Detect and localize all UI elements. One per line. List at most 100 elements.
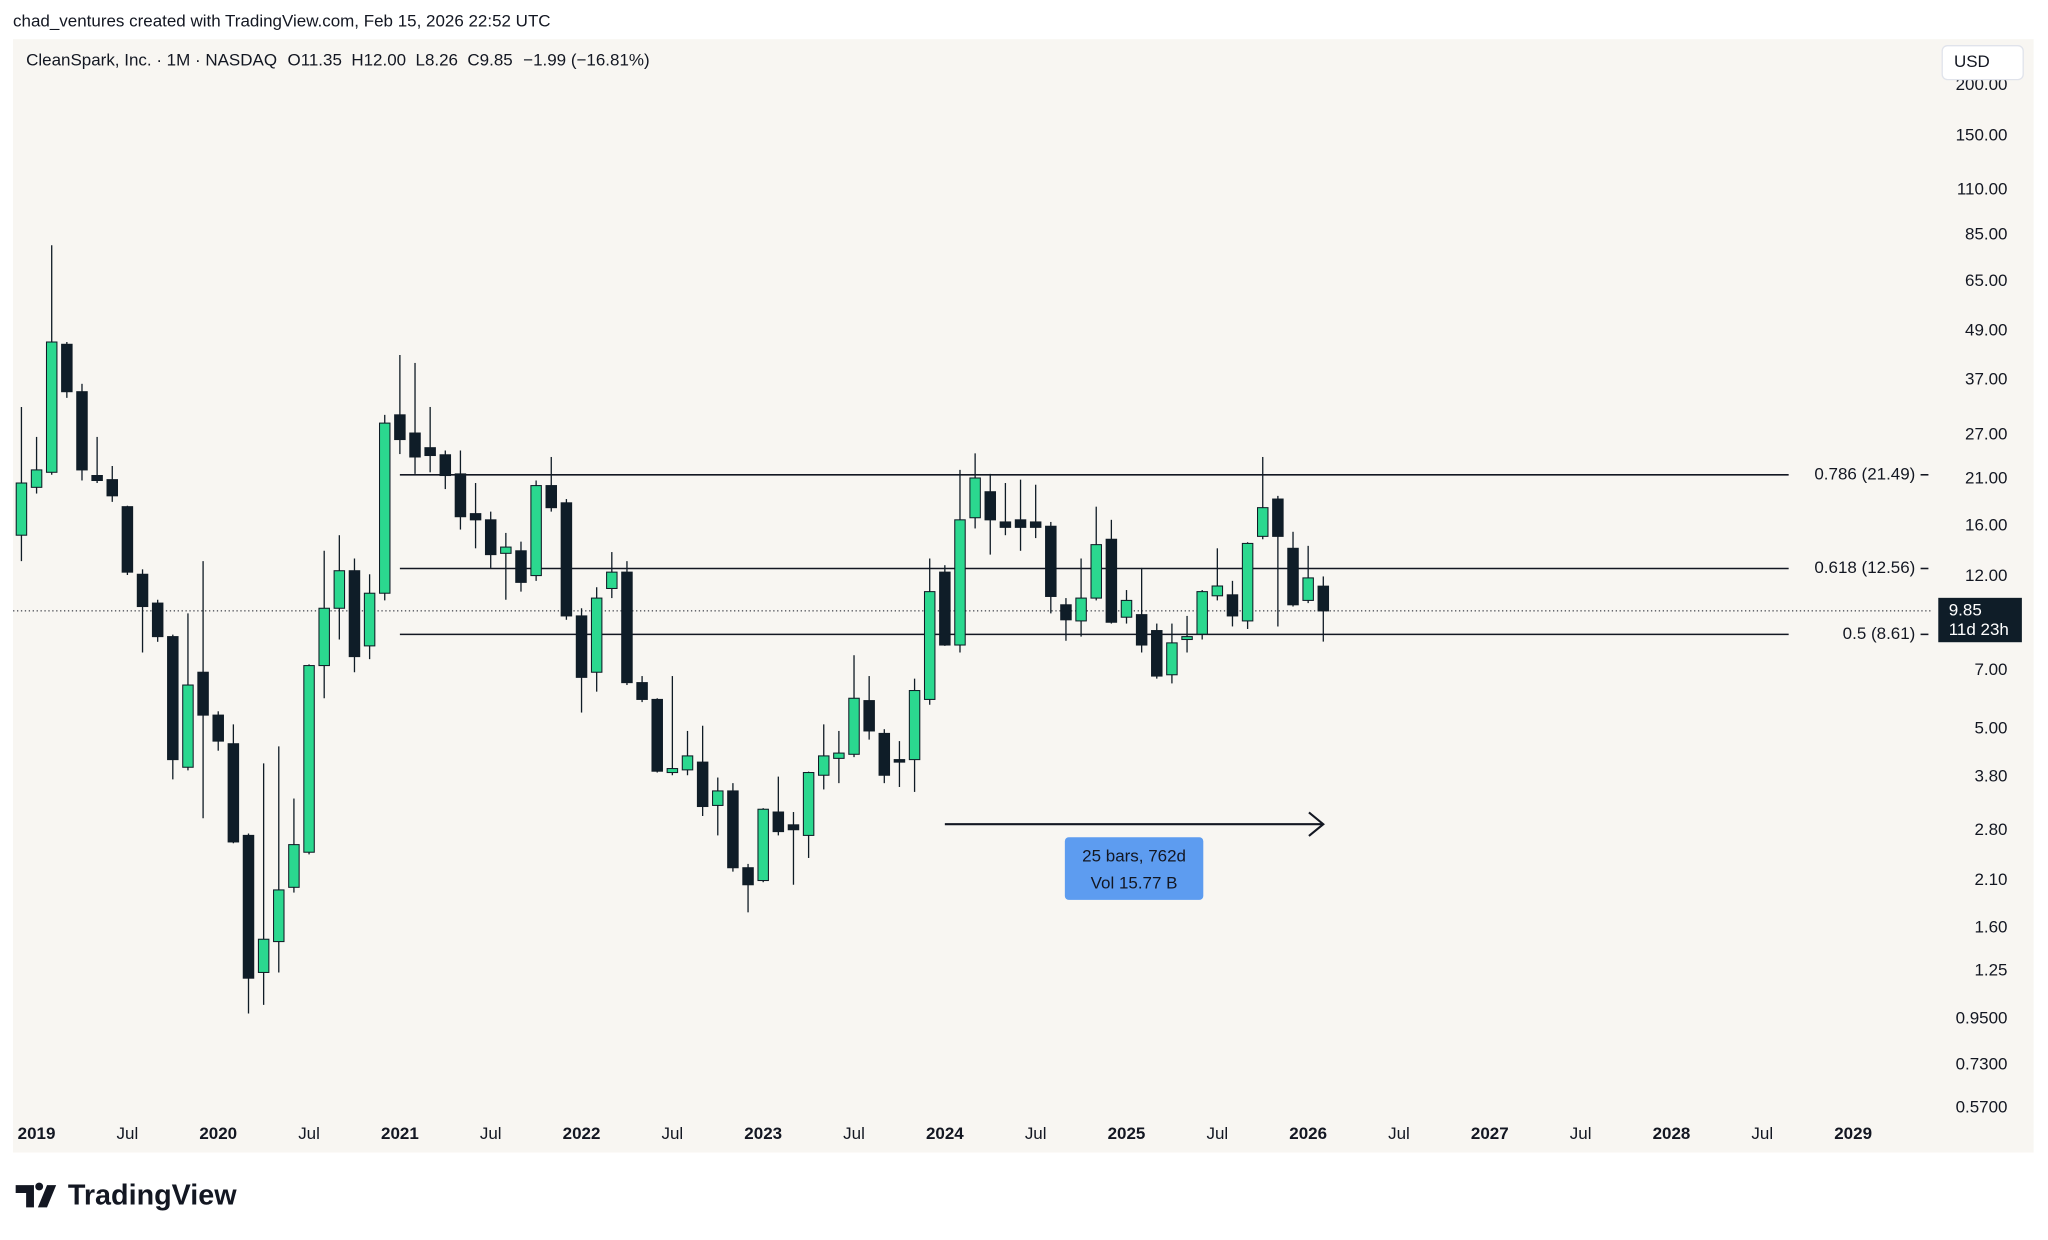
- candle-body: [45, 341, 58, 473]
- measure-box: [1064, 837, 1204, 900]
- measure-text: 25 bars, 762d: [1082, 846, 1186, 865]
- candle-body: [91, 474, 103, 482]
- x-tick-label: 2022: [563, 1124, 601, 1143]
- countdown: 11d 23h: [1949, 620, 2009, 639]
- candle-body: [1075, 597, 1087, 622]
- y-tick-label: 16.00: [1965, 516, 2007, 535]
- candle-body: [61, 343, 73, 393]
- currency: USD: [1954, 52, 1990, 71]
- candle-body: [1287, 547, 1299, 606]
- candle-body: [212, 714, 224, 742]
- candle-body: [151, 602, 164, 638]
- candle-body: [787, 824, 800, 831]
- candle-body: [545, 485, 558, 509]
- candle-body: [121, 506, 134, 573]
- x-tick-label: Jul: [843, 1124, 865, 1143]
- legend: CleanSpark, Inc. · 1M · NASDAQ O11.35 H12…: [26, 51, 650, 70]
- candle-body: [696, 761, 709, 808]
- candles: [15, 245, 1330, 1014]
- x-tick-label: Jul: [480, 1124, 502, 1143]
- y-tick-label: 49.00: [1965, 320, 2007, 339]
- legend-symbol: CleanSpark, Inc. · 1M · NASDAQ: [26, 51, 277, 70]
- measure-volume: Vol 15.77 B: [1091, 874, 1178, 893]
- candle-body: [954, 519, 966, 646]
- candle-body: [1151, 630, 1163, 677]
- candle-body: [1105, 538, 1118, 623]
- candle-body: [1045, 525, 1057, 597]
- candle-body: [878, 732, 891, 776]
- y-tick-label: 0.9500: [1956, 1008, 2008, 1027]
- candle-body: [378, 422, 391, 594]
- candle-body: [1181, 636, 1193, 641]
- y-tick-label: 150.00: [1956, 125, 2008, 144]
- x-tick-label: 2028: [1653, 1124, 1691, 1143]
- x-tick-label: 2020: [199, 1124, 237, 1143]
- candle-body: [242, 834, 255, 979]
- x-tick-label: Jul: [1025, 1124, 1047, 1143]
- candle-body: [469, 513, 482, 521]
- y-tick-label: 37.00: [1965, 369, 2007, 388]
- candle-body: [106, 479, 119, 497]
- y-tick-label: 21.00: [1965, 468, 2007, 487]
- candle-body: [424, 447, 436, 457]
- measure-arrowhead: [1308, 811, 1325, 837]
- candle-body: [727, 790, 739, 869]
- candle-body: [515, 550, 527, 583]
- candle-body: [817, 755, 830, 776]
- candle-body: [273, 889, 285, 943]
- brand: TradingView: [68, 1180, 237, 1212]
- x-tick-label: Jul: [1388, 1124, 1410, 1143]
- logo-icon: [15, 1182, 57, 1208]
- candle-body: [1060, 604, 1072, 621]
- candle-body: [288, 844, 300, 888]
- x-tick-label: Jul: [1751, 1124, 1773, 1143]
- candle-body: [1272, 498, 1284, 537]
- y-tick-label: 27.00: [1965, 424, 2007, 443]
- candle-body: [560, 502, 573, 617]
- candle-body: [318, 607, 330, 667]
- y-tick-label: 0.5700: [1956, 1098, 2008, 1117]
- candle-body: [939, 571, 951, 646]
- candle-body: [348, 570, 361, 658]
- x-tick-label: 2026: [1289, 1124, 1327, 1143]
- x-tick-label: Jul: [298, 1124, 320, 1143]
- y-tick-label: 5.00: [1974, 719, 2007, 738]
- candle-body: [303, 665, 315, 853]
- candle-body: [409, 432, 421, 458]
- fib-label: 0.786 (21.49): [1814, 464, 1915, 483]
- y-tick-label: 110.00: [1957, 179, 2008, 198]
- fib-label-bg: [1788, 623, 1920, 645]
- y-tick-label: 7.00: [1974, 660, 2007, 679]
- candle-body: [136, 573, 149, 608]
- currency-box: [1941, 45, 2024, 81]
- x-tick-label: Jul: [662, 1124, 684, 1143]
- candle-body: [757, 808, 769, 882]
- last-price-label: 9.85: [1949, 600, 1982, 619]
- y-tick-label: 2.10: [1974, 870, 2007, 889]
- candle-body: [484, 519, 497, 556]
- candle-body: [197, 671, 209, 716]
- candle-body: [848, 697, 860, 755]
- y-tick-label: 1.60: [1974, 917, 2007, 936]
- x-tick-label: 2023: [744, 1124, 782, 1143]
- candle-body: [1090, 544, 1102, 599]
- x-tick-label: 2019: [18, 1124, 56, 1143]
- candle-body: [1196, 591, 1208, 635]
- candle-body: [1256, 507, 1269, 537]
- candle-body: [1029, 521, 1042, 528]
- candle-body: [227, 743, 240, 843]
- candle-body: [394, 414, 406, 441]
- candle-body: [984, 491, 997, 521]
- candle-body: [742, 867, 754, 886]
- attribution: chad_ventures created with TradingView.c…: [13, 12, 551, 31]
- candle-body: [15, 482, 28, 536]
- brand-logo: TradingView: [15, 1180, 237, 1212]
- x-tick-label: Jul: [1570, 1124, 1592, 1143]
- candle-body: [30, 469, 43, 488]
- candle-body: [182, 684, 194, 768]
- x-tick-label: 2029: [1834, 1124, 1872, 1143]
- y-tick-label: 0.7300: [1956, 1054, 2008, 1073]
- fib-label-bg: [1788, 464, 1920, 486]
